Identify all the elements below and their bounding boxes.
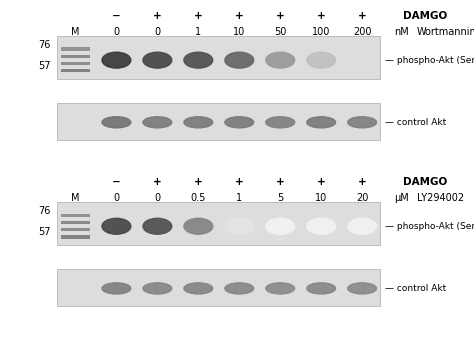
Bar <box>57 269 380 306</box>
Text: +: + <box>276 11 284 21</box>
Text: nM: nM <box>394 27 409 37</box>
Bar <box>61 55 90 58</box>
Text: 100: 100 <box>312 27 330 37</box>
Text: 50: 50 <box>274 27 286 37</box>
Ellipse shape <box>225 52 254 68</box>
Ellipse shape <box>143 117 172 128</box>
Text: 10: 10 <box>233 27 246 37</box>
Ellipse shape <box>225 283 254 294</box>
Ellipse shape <box>307 283 336 294</box>
Ellipse shape <box>266 283 295 294</box>
Ellipse shape <box>307 52 336 68</box>
Text: DAMGO: DAMGO <box>403 11 447 21</box>
Text: M: M <box>71 193 80 203</box>
Text: Wortmannin: Wortmannin <box>417 27 474 37</box>
Text: +: + <box>235 11 244 21</box>
Bar <box>61 62 90 65</box>
Text: 1: 1 <box>236 193 242 203</box>
Bar <box>57 103 380 140</box>
Ellipse shape <box>348 52 376 68</box>
Ellipse shape <box>348 218 376 234</box>
Text: +: + <box>317 11 326 21</box>
Text: M: M <box>71 27 80 37</box>
Text: μM: μM <box>394 193 409 203</box>
Ellipse shape <box>184 218 213 234</box>
Bar <box>61 69 90 73</box>
Text: DAMGO: DAMGO <box>403 177 447 187</box>
Text: 57: 57 <box>38 61 50 71</box>
Bar <box>61 47 90 51</box>
Text: −: − <box>112 177 121 187</box>
Text: — control Akt: — control Akt <box>385 118 446 127</box>
Text: 76: 76 <box>38 206 50 216</box>
Ellipse shape <box>184 117 213 128</box>
Bar <box>61 235 90 239</box>
Bar <box>61 221 90 224</box>
Ellipse shape <box>266 117 295 128</box>
Text: 200: 200 <box>353 27 372 37</box>
Text: +: + <box>153 11 162 21</box>
Ellipse shape <box>266 52 295 68</box>
Text: LY294002: LY294002 <box>417 193 464 203</box>
Text: +: + <box>317 177 326 187</box>
Ellipse shape <box>225 117 254 128</box>
Text: 0: 0 <box>113 27 119 37</box>
Ellipse shape <box>102 218 131 234</box>
Text: 5: 5 <box>277 193 283 203</box>
Ellipse shape <box>102 117 131 128</box>
Text: 0: 0 <box>155 193 160 203</box>
Ellipse shape <box>143 52 172 68</box>
Text: 1: 1 <box>195 27 201 37</box>
Text: 0: 0 <box>113 193 119 203</box>
Text: 0.5: 0.5 <box>191 193 206 203</box>
Ellipse shape <box>102 283 131 294</box>
Bar <box>61 228 90 231</box>
Ellipse shape <box>143 283 172 294</box>
Text: −: − <box>112 11 121 21</box>
Text: +: + <box>194 177 203 187</box>
Text: +: + <box>194 11 203 21</box>
Text: — phospho-Akt (Ser 473): — phospho-Akt (Ser 473) <box>385 56 474 65</box>
Text: — control Akt: — control Akt <box>385 284 446 293</box>
Ellipse shape <box>266 218 295 234</box>
Ellipse shape <box>307 117 336 128</box>
Text: — phospho-Akt (Ser 473): — phospho-Akt (Ser 473) <box>385 222 474 231</box>
Ellipse shape <box>225 218 254 234</box>
Ellipse shape <box>184 52 213 68</box>
Text: 76: 76 <box>38 40 50 50</box>
Ellipse shape <box>102 52 131 68</box>
Text: 57: 57 <box>38 227 50 237</box>
Text: +: + <box>358 177 366 187</box>
Bar <box>57 36 380 79</box>
Bar <box>61 214 90 217</box>
Text: +: + <box>153 177 162 187</box>
Text: 10: 10 <box>315 193 328 203</box>
Bar <box>57 202 380 245</box>
Text: +: + <box>235 177 244 187</box>
Ellipse shape <box>184 283 213 294</box>
Text: 0: 0 <box>155 27 160 37</box>
Ellipse shape <box>348 117 376 128</box>
Ellipse shape <box>348 283 376 294</box>
Text: +: + <box>276 177 284 187</box>
Ellipse shape <box>143 218 172 234</box>
Ellipse shape <box>307 218 336 234</box>
Text: +: + <box>358 11 366 21</box>
Text: 20: 20 <box>356 193 368 203</box>
